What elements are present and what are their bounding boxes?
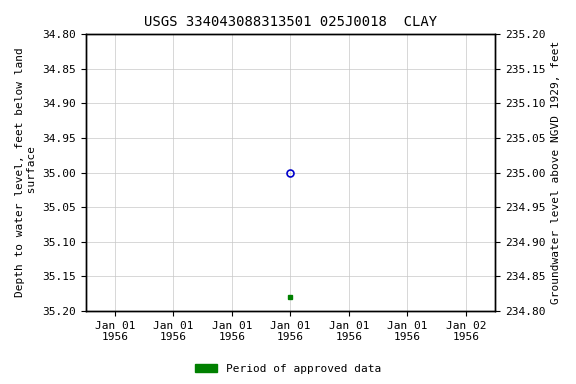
Title: USGS 334043088313501 025J0018  CLAY: USGS 334043088313501 025J0018 CLAY <box>144 15 437 29</box>
Y-axis label: Groundwater level above NGVD 1929, feet: Groundwater level above NGVD 1929, feet <box>551 41 561 304</box>
Legend: Period of approved data: Period of approved data <box>191 359 385 379</box>
Y-axis label: Depth to water level, feet below land
 surface: Depth to water level, feet below land su… <box>15 48 37 298</box>
